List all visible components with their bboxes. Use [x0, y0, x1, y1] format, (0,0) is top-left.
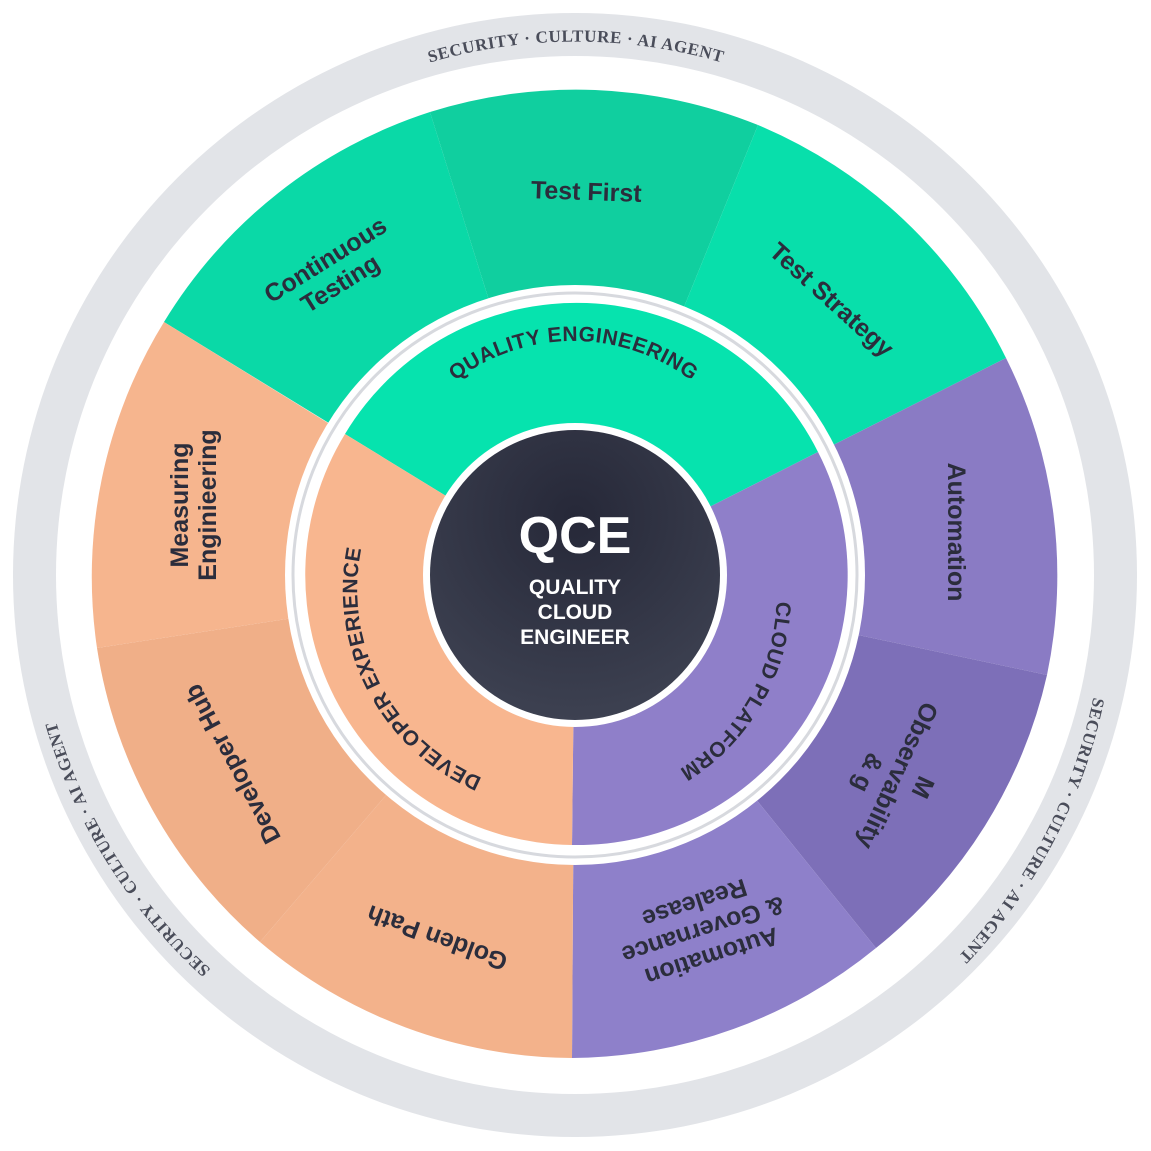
label-test-first: Test First	[530, 176, 642, 208]
center-line-3: ENGINEER	[520, 626, 630, 649]
center-acronym: QCE	[519, 507, 632, 565]
label-measuring-2: Enginieering	[194, 429, 222, 580]
label-measuring: Measuring Enginieering	[166, 429, 222, 580]
center-line-1: QUALITY	[529, 576, 621, 599]
inner-ring-line	[291, 291, 859, 859]
center-circle	[430, 430, 720, 720]
label-automation-1: Automation	[942, 463, 970, 602]
label-test-first-1: Test First	[530, 176, 642, 208]
center-line-2: CLOUD	[538, 601, 613, 624]
label-automation: Automation	[942, 463, 970, 602]
label-measuring-1: Measuring	[166, 442, 194, 567]
